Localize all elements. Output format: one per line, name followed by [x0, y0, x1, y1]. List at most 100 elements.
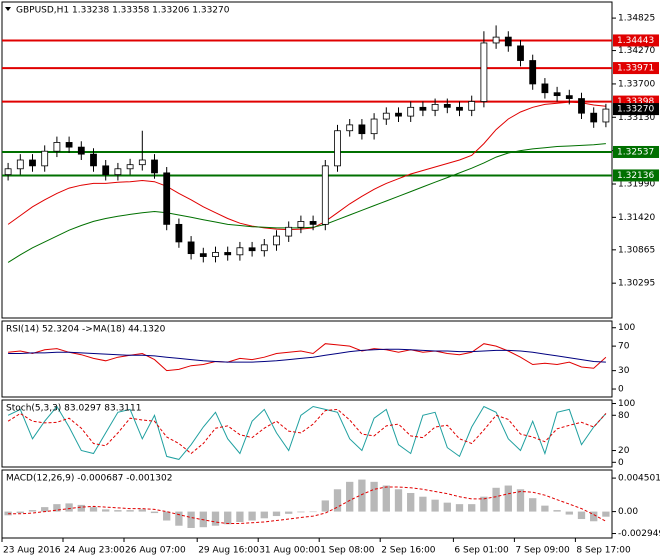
histogram-bar [382, 485, 390, 512]
candle-body [260, 244, 268, 252]
x-tick-label: 2 Sep 16:00 [381, 546, 436, 556]
candle-body [456, 106, 463, 111]
candle-body [224, 252, 232, 256]
histogram-bar [126, 510, 134, 512]
panel-frame [1, 320, 613, 398]
candle-body [212, 252, 219, 257]
histogram-bar [77, 504, 85, 512]
indicator-line [7, 405, 607, 460]
y-tick-label: 1.31990 [618, 179, 655, 189]
x-tick-label: 1 Sep 08:00 [320, 546, 375, 556]
histogram-bar [102, 509, 110, 512]
x-tick-label: 8 Sep 17:00 [576, 546, 631, 556]
histogram-bar [504, 485, 512, 512]
candle-body [65, 142, 73, 148]
candle-body [163, 172, 171, 225]
histogram-bar [187, 511, 195, 528]
candle-body [248, 247, 256, 252]
level-label-box [613, 62, 659, 75]
indicator-line [7, 143, 606, 263]
candle-body [358, 124, 366, 135]
y-tick-label: 0.004501 [618, 474, 660, 484]
x-tick-label: 31 Aug 00:00 [259, 546, 320, 556]
histogram-bar [480, 496, 488, 512]
candle-body [151, 159, 158, 174]
candle-body [285, 226, 293, 237]
y-tick-label: 1.30865 [618, 245, 655, 255]
candle-body [41, 150, 49, 167]
histogram-bar [492, 487, 500, 512]
histogram-bar [407, 492, 415, 512]
histogram-bar [211, 511, 220, 526]
y-tick-label: 80 [618, 411, 630, 421]
y-tick-label: 0.00 [618, 507, 638, 517]
histogram-bar [114, 510, 122, 512]
candle-body [90, 153, 97, 167]
histogram-bar [346, 481, 354, 512]
candle-body [492, 36, 500, 44]
candle-body [517, 45, 524, 61]
histogram-bar [455, 504, 464, 512]
histogram-bar [138, 509, 146, 512]
candle-body [236, 247, 244, 256]
candle-body [334, 130, 341, 167]
candle-body [578, 98, 585, 114]
y-tick-label: -0.002949 [618, 529, 660, 539]
x-tick-label: 24 Aug 23:00 [64, 546, 125, 556]
y-tick-label: 20 [618, 446, 630, 456]
level-label: 1.33398 [617, 97, 654, 107]
panel-frame [1, 469, 613, 539]
dropdown-icon [5, 7, 11, 11]
indicator-line [8, 486, 607, 524]
histogram-bar [394, 489, 403, 512]
candle-body [480, 42, 488, 102]
level-label: 1.34443 [617, 36, 654, 46]
candle-body [395, 112, 402, 117]
indicator-line [8, 348, 606, 363]
y-tick-label: 1.34270 [618, 46, 655, 56]
y-tick-label: 1.34825 [618, 14, 655, 24]
candle-body [16, 159, 24, 170]
histogram-bar [577, 511, 586, 520]
candle-body [199, 253, 207, 257]
candle-body [53, 142, 61, 152]
histogram-bar [175, 511, 183, 526]
histogram-bar [41, 507, 49, 512]
histogram-bar [53, 504, 61, 512]
histogram-bar [565, 511, 573, 515]
histogram-bar [163, 511, 171, 521]
candle-body [297, 221, 305, 228]
candle-body [273, 235, 280, 246]
y-tick-label: 1.30295 [618, 279, 655, 289]
histogram-bar [370, 481, 378, 512]
y-tick-label: 0 [618, 385, 624, 395]
panel-frame [1, 399, 613, 468]
candle-body [309, 221, 317, 225]
histogram-bar [553, 510, 561, 512]
candle-body [321, 165, 329, 225]
histogram-bar [590, 511, 598, 522]
y-tick-label: 0 [618, 458, 624, 468]
y-tick-label: 30 [618, 366, 630, 376]
histogram-bar [516, 489, 525, 512]
level-label-box [613, 34, 659, 47]
histogram-bar [248, 511, 256, 521]
histogram-bar [541, 505, 549, 512]
y-tick-label: 1.33700 [618, 79, 655, 89]
histogram-bar [602, 511, 610, 517]
histogram-bar [443, 502, 451, 512]
candle-body [553, 92, 561, 97]
candle-body [431, 104, 439, 111]
histogram-bar [333, 489, 342, 512]
candle-body [102, 165, 110, 176]
candle-body [4, 168, 12, 176]
candle-body [419, 106, 427, 111]
histogram-bar [309, 511, 317, 513]
y-tick-label: 1.31420 [618, 213, 655, 223]
histogram-bar [89, 507, 98, 512]
histogram-bar [419, 496, 427, 512]
candle-body [504, 36, 512, 47]
histogram-bar [358, 479, 366, 512]
level-label: 1.32136 [617, 171, 654, 181]
